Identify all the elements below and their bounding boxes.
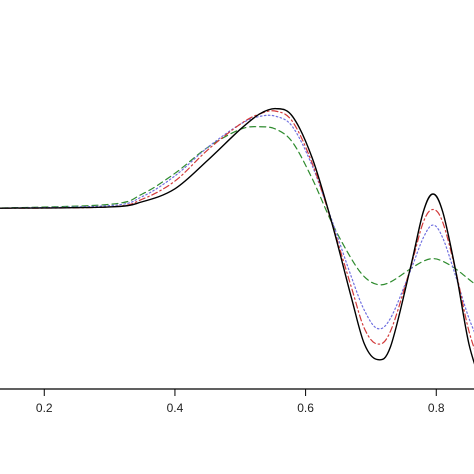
x-tick-label: 0.6 — [297, 401, 314, 415]
x-tick-label: 0.2 — [36, 401, 53, 415]
series-line-dash-dot — [0, 110, 474, 350]
x-axis-ticks: 0.2 0.4 0.6 0.8 — [36, 389, 445, 415]
series-line-solid — [0, 107, 474, 365]
series-group — [0, 107, 474, 365]
x-tick-label: 0.4 — [167, 401, 184, 415]
series-line-dashed — [0, 126, 474, 286]
series-line-dotted — [0, 114, 474, 333]
axes — [0, 388, 474, 390]
x-tick-label: 0.8 — [428, 401, 445, 415]
